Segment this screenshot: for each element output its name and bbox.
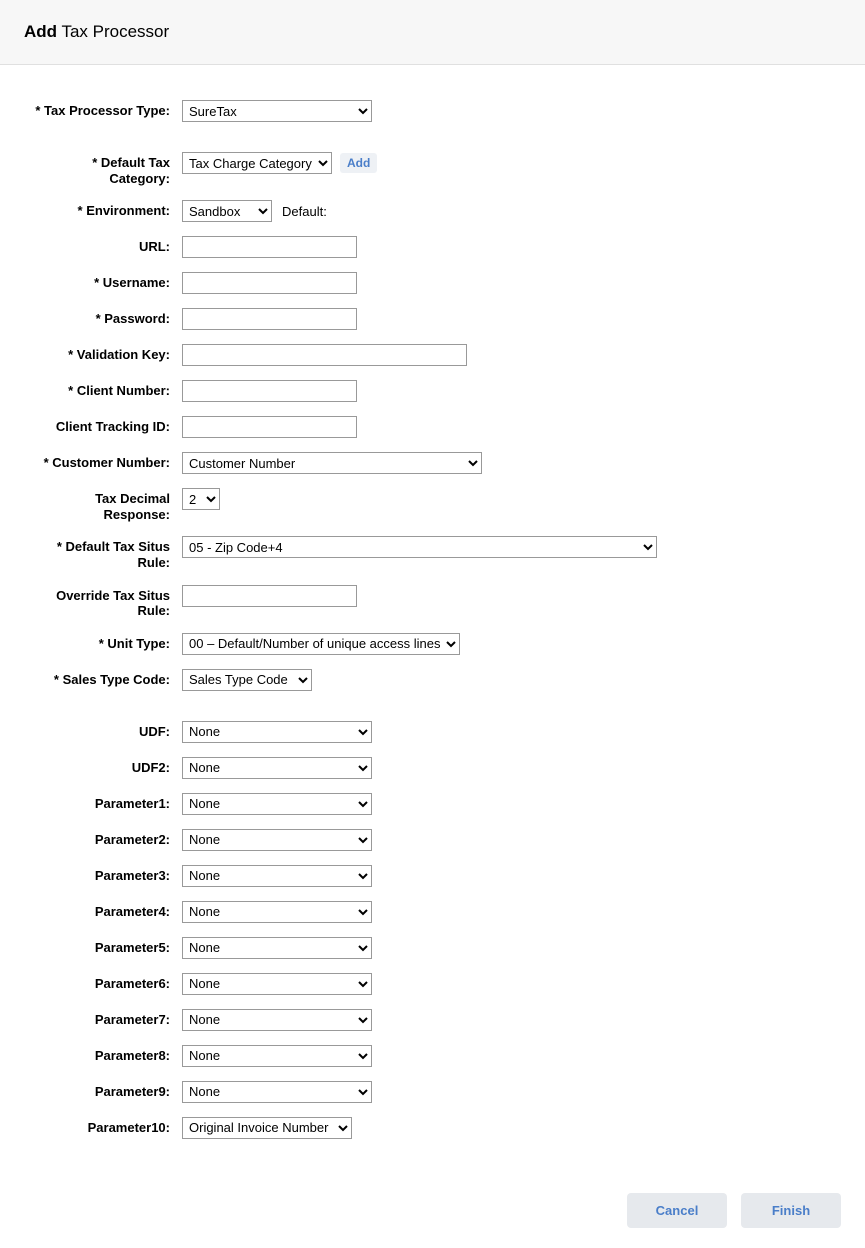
select-sales-type-code[interactable]: Sales Type Code: [182, 669, 312, 691]
select-param9[interactable]: None: [182, 1081, 372, 1103]
row-param9: Parameter9: None: [30, 1081, 835, 1103]
select-param3[interactable]: None: [182, 865, 372, 887]
label-tax-decimal-response: Tax Decimal Response:: [30, 488, 182, 522]
label-param9: Parameter9:: [30, 1081, 182, 1100]
label-password: * Password:: [30, 308, 182, 327]
row-param5: Parameter5: None: [30, 937, 835, 959]
select-tax-decimal-response[interactable]: 2: [182, 488, 220, 510]
row-client-tracking-id: Client Tracking ID:: [30, 416, 835, 438]
row-unit-type: * Unit Type: 00 – Default/Number of uniq…: [30, 633, 835, 655]
label-param2: Parameter2:: [30, 829, 182, 848]
row-client-number: * Client Number:: [30, 380, 835, 402]
dialog-title: Add Tax Processor: [24, 22, 841, 42]
finish-button[interactable]: Finish: [741, 1193, 841, 1228]
row-default-tax-situs: * Default Tax Situs Rule: 05 - Zip Code+…: [30, 536, 835, 570]
label-udf: UDF:: [30, 721, 182, 740]
row-param2: Parameter2: None: [30, 829, 835, 851]
row-param1: Parameter1: None: [30, 793, 835, 815]
label-param7: Parameter7:: [30, 1009, 182, 1028]
select-default-tax-situs[interactable]: 05 - Zip Code+4: [182, 536, 657, 558]
select-param2[interactable]: None: [182, 829, 372, 851]
dialog-title-rest: Tax Processor: [57, 22, 169, 41]
label-default-tax-category: * Default Tax Category:: [30, 152, 182, 186]
input-username[interactable]: [182, 272, 357, 294]
label-validation-key: * Validation Key:: [30, 344, 182, 363]
add-category-link[interactable]: Add: [340, 153, 377, 173]
row-param7: Parameter7: None: [30, 1009, 835, 1031]
row-sales-type-code: * Sales Type Code: Sales Type Code: [30, 669, 835, 691]
label-param5: Parameter5:: [30, 937, 182, 956]
select-param10[interactable]: Original Invoice Number: [182, 1117, 352, 1139]
select-param5[interactable]: None: [182, 937, 372, 959]
row-override-tax-situs: Override Tax Situs Rule:: [30, 585, 835, 619]
row-param3: Parameter3: None: [30, 865, 835, 887]
select-param8[interactable]: None: [182, 1045, 372, 1067]
input-client-number[interactable]: [182, 380, 357, 402]
row-udf2: UDF2: None: [30, 757, 835, 779]
select-param1[interactable]: None: [182, 793, 372, 815]
row-password: * Password:: [30, 308, 835, 330]
label-tax-processor-type: * Tax Processor Type:: [30, 100, 182, 119]
row-tax-processor-type: * Tax Processor Type: SureTax: [30, 100, 835, 122]
row-environment: * Environment: Sandbox Default:: [30, 200, 835, 222]
select-unit-type[interactable]: 00 – Default/Number of unique access lin…: [182, 633, 460, 655]
row-param8: Parameter8: None: [30, 1045, 835, 1067]
label-param8: Parameter8:: [30, 1045, 182, 1064]
row-username: * Username:: [30, 272, 835, 294]
input-override-tax-situs[interactable]: [182, 585, 357, 607]
label-customer-number: * Customer Number:: [30, 452, 182, 471]
select-customer-number[interactable]: Customer Number: [182, 452, 482, 474]
label-username: * Username:: [30, 272, 182, 291]
dialog-title-bold: Add: [24, 22, 57, 41]
label-param10: Parameter10:: [30, 1117, 182, 1136]
label-default-tax-situs: * Default Tax Situs Rule:: [30, 536, 182, 570]
label-param4: Parameter4:: [30, 901, 182, 920]
label-param6: Parameter6:: [30, 973, 182, 992]
environment-suffix: Default:: [280, 204, 327, 219]
label-udf2: UDF2:: [30, 757, 182, 776]
label-url: URL:: [30, 236, 182, 255]
cancel-button[interactable]: Cancel: [627, 1193, 727, 1228]
select-tax-processor-type[interactable]: SureTax: [182, 100, 372, 122]
label-sales-type-code: * Sales Type Code:: [30, 669, 182, 688]
row-url: URL:: [30, 236, 835, 258]
dialog-footer: Cancel Finish: [0, 1173, 865, 1248]
row-default-tax-category: * Default Tax Category: Tax Charge Categ…: [30, 152, 835, 186]
select-param4[interactable]: None: [182, 901, 372, 923]
row-param4: Parameter4: None: [30, 901, 835, 923]
label-param1: Parameter1:: [30, 793, 182, 812]
label-param3: Parameter3:: [30, 865, 182, 884]
row-validation-key: * Validation Key:: [30, 344, 835, 366]
input-validation-key[interactable]: [182, 344, 467, 366]
row-param10: Parameter10: Original Invoice Number: [30, 1117, 835, 1139]
form-container: * Tax Processor Type: SureTax * Default …: [0, 65, 865, 1173]
row-udf: UDF: None: [30, 721, 835, 743]
label-client-number: * Client Number:: [30, 380, 182, 399]
label-client-tracking-id: Client Tracking ID:: [30, 416, 182, 435]
label-unit-type: * Unit Type:: [30, 633, 182, 652]
select-udf2[interactable]: None: [182, 757, 372, 779]
select-environment[interactable]: Sandbox: [182, 200, 272, 222]
input-url[interactable]: [182, 236, 357, 258]
input-client-tracking-id[interactable]: [182, 416, 357, 438]
select-default-tax-category[interactable]: Tax Charge Category: [182, 152, 332, 174]
row-customer-number: * Customer Number: Customer Number: [30, 452, 835, 474]
row-tax-decimal-response: Tax Decimal Response: 2: [30, 488, 835, 522]
label-environment: * Environment:: [30, 200, 182, 219]
label-override-tax-situs: Override Tax Situs Rule:: [30, 585, 182, 619]
select-udf[interactable]: None: [182, 721, 372, 743]
select-param7[interactable]: None: [182, 1009, 372, 1031]
input-password[interactable]: [182, 308, 357, 330]
dialog-header: Add Tax Processor: [0, 0, 865, 65]
row-param6: Parameter6: None: [30, 973, 835, 995]
select-param6[interactable]: None: [182, 973, 372, 995]
